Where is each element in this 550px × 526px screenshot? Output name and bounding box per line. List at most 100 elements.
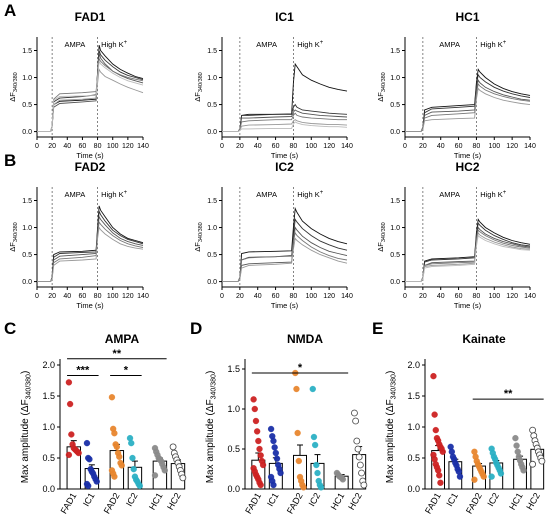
x-tick-label: 140	[341, 143, 353, 150]
annotation-superscript: +	[124, 190, 128, 196]
data-point-ic1	[270, 481, 277, 489]
trace-chart-fad1: FAD1 0.0 0.5 1.0 1.5 0 20 40 60 80 100 120 140 AMPA Hi…	[8, 10, 149, 160]
y-label-suffix: )	[385, 371, 396, 374]
panel-letter-a: A	[4, 1, 16, 20]
x-tick-label: 20	[48, 293, 56, 300]
x-tick-label: 100	[107, 293, 119, 300]
data-point-ic2	[488, 473, 495, 480]
annotation-ampa: AMPA	[256, 190, 277, 199]
data-point-fad1	[252, 417, 260, 425]
y-tick-label: 0.0	[227, 484, 240, 494]
data-point-ic1	[273, 455, 281, 462]
data-point-hc2	[351, 409, 358, 417]
y-tick-label: 0.0	[42, 484, 55, 494]
data-point-fad1	[439, 448, 446, 455]
data-point-fad2	[111, 430, 118, 437]
data-point-fad2	[294, 429, 301, 437]
data-point-hc1	[339, 476, 346, 483]
x-tick-label: HC2	[346, 491, 364, 512]
y-tick-label: 2.0	[407, 360, 420, 370]
x-tick-label: 140	[524, 293, 536, 300]
annotation-text: High K	[101, 190, 124, 199]
trace-line	[37, 59, 144, 133]
chart-title: Kainate	[462, 332, 506, 346]
y-tick-label: 0.0	[22, 279, 32, 286]
y-label-main: ΔF	[193, 242, 202, 252]
x-axis-label: Time (s)	[454, 151, 482, 160]
x-tick-label: HC2	[524, 491, 542, 512]
y-axis-label: ΔF340/380	[8, 72, 19, 101]
y-tick-label: 1.0	[227, 404, 240, 414]
y-label-subscript: 340/380	[381, 72, 387, 92]
data-point-hc2	[360, 481, 368, 489]
x-tick-label: 80	[473, 293, 481, 300]
y-tick-label: 1.5	[390, 48, 400, 55]
trace-chart-ic1: IC1 0.0 0.5 1.0 1.5 0 20 40 60 80 100 120 140 AMPA Hig…	[193, 10, 353, 160]
data-point-ic1	[456, 473, 464, 480]
annotation-ampa: AMPA	[65, 40, 86, 49]
trace-chart-hc1: HC1 0.0 0.5 1.0 1.5 0 20 40 60 80 100 120 140 AMPA Hig…	[376, 10, 536, 160]
data-point-fad1	[75, 449, 82, 457]
y-label-subscript: 340/380	[13, 72, 19, 92]
trace-chart-hc2: HC2 0.0 0.5 1.0 1.5 0 20 40 60 80 100 120 140 AMPA Hig…	[376, 160, 536, 310]
x-axis-label: Time (s)	[76, 301, 104, 310]
data-point-ic1	[271, 444, 278, 451]
y-label-main: Max amplitude (ΔF	[20, 399, 31, 483]
data-point-hc1	[512, 435, 519, 442]
data-point-fad1	[65, 451, 73, 459]
y-tick-label: 0.0	[207, 129, 217, 136]
data-point-hc2	[354, 445, 362, 453]
data-point-fad1	[259, 461, 267, 469]
data-point-fad1	[430, 373, 437, 380]
y-tick-label: 0.5	[207, 102, 217, 109]
bar-chart-nmda: NMDA 0.0 0.5 1.0 1.5 Max amplitude (ΔF340/380…	[205, 332, 368, 515]
data-point-fad2	[293, 385, 300, 393]
x-tick-label: IC1	[265, 491, 281, 508]
chart-title: FAD2	[75, 160, 106, 174]
data-point-ic2	[317, 484, 325, 491]
y-tick-label: 1.0	[207, 75, 217, 82]
data-point-fad2	[108, 394, 116, 401]
panel-letter-b: B	[4, 151, 16, 170]
data-point-fad1	[255, 437, 262, 445]
x-tick-label: 40	[63, 143, 71, 150]
y-tick-label: 0.0	[407, 484, 420, 494]
data-point-fad1	[436, 472, 443, 479]
x-tick-label: IC1	[81, 491, 97, 508]
data-point-ic2	[314, 469, 321, 477]
chart-title: IC2	[275, 160, 294, 174]
data-point-fad1	[256, 445, 263, 453]
x-tick-label: 100	[107, 143, 119, 150]
x-tick-label: 100	[305, 293, 317, 300]
annotation-ampa: AMPA	[439, 190, 460, 199]
data-point-fad1	[66, 400, 74, 408]
y-label-suffix: )	[20, 371, 31, 374]
data-point-ic2	[130, 466, 137, 473]
data-point-ic1	[267, 425, 275, 433]
data-point-fad1	[250, 396, 257, 403]
annotation-superscript: +	[320, 40, 324, 46]
x-tick-label: 0	[403, 293, 407, 300]
data-point-hc2	[353, 437, 361, 445]
x-tick-label: 60	[272, 293, 280, 300]
x-tick-label: 140	[341, 293, 353, 300]
panel-letter-d: D	[190, 319, 202, 338]
x-axis-label: Time (s)	[271, 151, 299, 160]
x-tick-label: 60	[79, 293, 87, 300]
y-tick-label: 0.5	[407, 453, 420, 463]
panel-letter-c: C	[4, 319, 16, 338]
trace-chart-fad2: FAD2 0.0 0.5 1.0 1.5 0 20 40 60 80 100 120 140 AMPA Hi…	[8, 160, 149, 310]
data-point-ic1	[83, 439, 91, 447]
data-point-ic2	[128, 439, 135, 447]
y-label-main: Max amplitude (ΔF	[385, 399, 396, 483]
x-tick-label: 100	[488, 293, 500, 300]
data-point-hc2	[358, 469, 365, 477]
y-axis-label: Max amplitude (ΔF340/380)	[20, 371, 33, 484]
x-tick-label: 120	[122, 143, 134, 150]
x-tick-label: 80	[94, 143, 102, 150]
y-label-main: ΔF	[376, 242, 385, 252]
y-label-subscript: 340/380	[198, 222, 204, 242]
data-point-fad2	[118, 462, 125, 469]
data-point-fad1	[257, 452, 264, 459]
